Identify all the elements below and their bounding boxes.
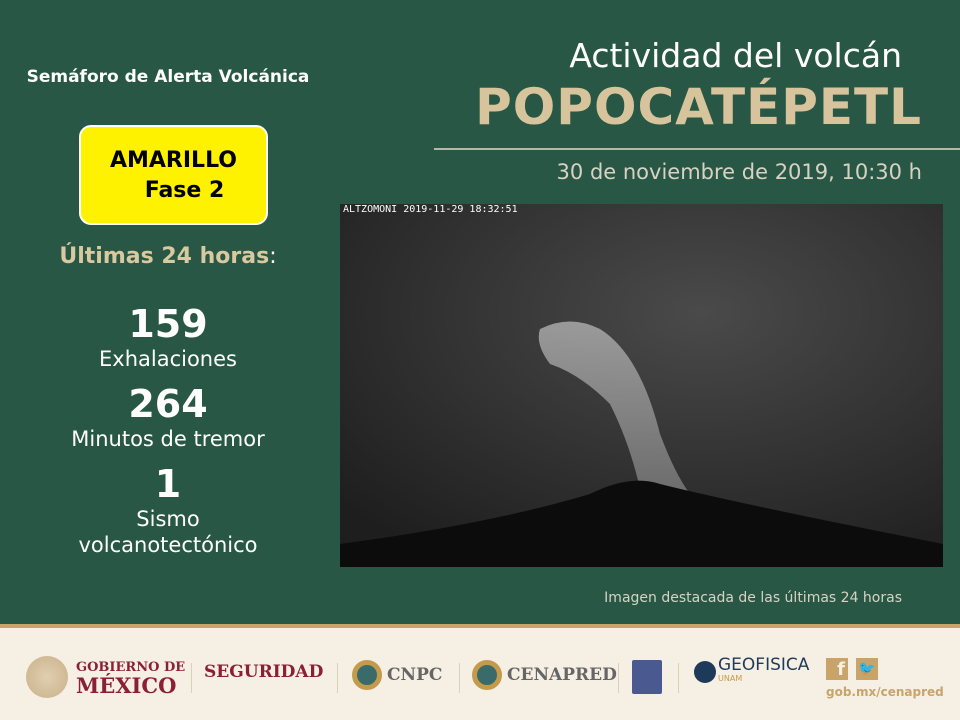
stat-label: Exhalaciones <box>99 347 237 371</box>
facebook-icon[interactable]: f <box>826 658 848 680</box>
cnpc-text: CNPC <box>387 665 443 685</box>
website-link[interactable]: gob.mx/cenapred <box>826 685 944 699</box>
divider <box>434 148 960 150</box>
stat-label: Minutos de tremor <box>71 427 265 451</box>
volcano-image <box>340 204 943 567</box>
stat-value: 264 <box>128 382 208 426</box>
unam-shield-icon <box>632 660 662 694</box>
stat-value: 1 <box>154 462 182 506</box>
stat-value: 159 <box>128 302 208 346</box>
seguridad-text: SEGURIDAD <box>204 662 324 682</box>
cenapred-emblem-icon <box>472 660 502 690</box>
last-24-heading: Últimas 24 horas: <box>0 244 336 269</box>
camera-timestamp: ALTZOMONI 2019-11-29 18:32:51 <box>343 204 518 215</box>
alert-phase: Fase 2 <box>144 178 225 203</box>
stat-earthquake: 1 Sismo volcanotectónico <box>0 462 336 558</box>
unam-text: UNAM <box>718 674 743 683</box>
stat-exhalations: 159 Exhalaciones <box>0 302 336 372</box>
geofisica-text: GEOFISICA <box>718 655 810 675</box>
last-24-label: Últimas 24 horas <box>59 244 270 269</box>
gob-line1: GOBIERNO DE <box>76 660 186 675</box>
globe-icon <box>694 661 716 683</box>
separator <box>459 663 460 693</box>
photo-caption: Imagen destacada de las últimas 24 horas <box>604 590 902 606</box>
gobierno-logo: GOBIERNO DE MÉXICO <box>26 656 185 698</box>
twitter-icon[interactable]: 🐦 <box>856 658 878 680</box>
report-date: 30 de noviembre de 2019, 10:30 h <box>556 160 922 184</box>
cnpc-logo: CNPC <box>352 660 442 690</box>
stat-label: Sismo volcanotectónico <box>78 507 258 557</box>
seguridad-logo: SEGURIDAD <box>204 662 323 682</box>
alert-title: Semáforo de Alerta Volcánica <box>26 67 310 87</box>
stat-tremor: 264 Minutos de tremor <box>0 382 336 452</box>
volcano-name: POPOCATÉPETL <box>475 78 922 136</box>
mexico-seal-icon <box>26 656 68 698</box>
gob-line2: MÉXICO <box>76 673 177 698</box>
colon: : <box>269 244 277 269</box>
separator <box>678 663 679 693</box>
cenapred-logo: CENAPRED <box>472 660 617 690</box>
unam-logo <box>632 660 662 694</box>
cnpc-emblem-icon <box>352 660 382 690</box>
infographic: Semáforo de Alerta Volcánica AMARILLO Fa… <box>0 36 960 606</box>
cenapred-text: CENAPRED <box>507 665 617 685</box>
volcano-photo: ALTZOMONI 2019-11-29 18:32:51 <box>340 204 943 567</box>
geofisica-logo: GEOFISICA UNAM <box>694 655 810 686</box>
alert-badge: AMARILLO Fase 2 <box>79 125 268 225</box>
social-links: f 🐦 gob.mx/cenapred <box>826 658 944 699</box>
separator <box>618 663 619 693</box>
separator <box>337 663 338 693</box>
header-title: Actividad del volcán <box>569 36 902 75</box>
alert-level: AMARILLO <box>109 148 238 173</box>
separator <box>191 663 192 693</box>
footer: GOBIERNO DE MÉXICO SEGURIDAD CNPC CENAPR… <box>0 624 960 720</box>
